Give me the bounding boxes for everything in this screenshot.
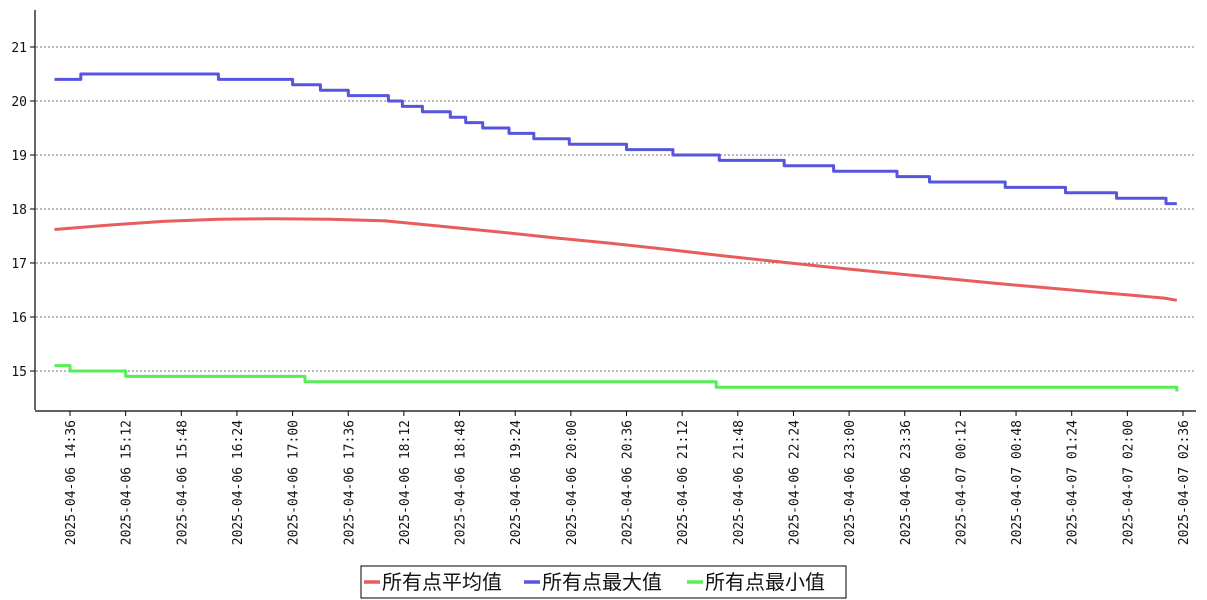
x-tick-label: 2025-04-06 22:24 <box>787 420 802 545</box>
x-tick-label: 2025-04-06 23:00 <box>843 420 858 545</box>
series-line-2 <box>54 72 1177 206</box>
y-tick-label: 16 <box>11 311 27 326</box>
legend-label-1: 所有点平均值 <box>382 570 502 594</box>
series-lines <box>54 72 1179 392</box>
x-tick-label: 2025-04-06 18:48 <box>454 420 469 545</box>
y-tick-label: 21 <box>11 41 27 56</box>
y-tick-label: 19 <box>11 149 27 164</box>
x-tick-label: 2025-04-06 18:12 <box>398 420 413 545</box>
x-tick-label: 2025-04-06 17:36 <box>342 420 357 545</box>
legend-box <box>360 565 847 599</box>
x-tick-label: 2025-04-06 15:12 <box>120 420 135 545</box>
x-tick-label: 2025-04-06 19:24 <box>509 420 524 545</box>
x-tick-label: 2025-04-06 20:36 <box>621 420 636 545</box>
y-tick-label: 18 <box>11 203 27 218</box>
x-tick-label: 2025-04-07 00:12 <box>954 420 969 545</box>
legend: 所有点平均值 所有点最大值 所有点最小值 <box>360 565 847 599</box>
x-tick-label: 2025-04-06 20:00 <box>565 420 580 545</box>
y-tick-label: 17 <box>11 257 27 272</box>
y-axis-ticks: 15 16 17 18 19 20 21 <box>11 41 35 380</box>
x-tick-label: 2025-04-06 21:12 <box>676 420 691 545</box>
x-tick-label: 2025-04-06 21:48 <box>732 420 747 545</box>
y-tick-label: 20 <box>11 95 27 110</box>
x-tick-label: 2025-04-06 14:36 <box>64 420 79 545</box>
legend-label-3: 所有点最小值 <box>705 570 825 594</box>
series-line-1 <box>54 217 1178 302</box>
series-line-3 <box>54 364 1179 392</box>
legend-label-2: 所有点最大值 <box>542 570 662 594</box>
x-tick-label: 2025-04-07 02:00 <box>1121 420 1136 545</box>
x-tick-label: 2025-04-06 16:24 <box>231 420 246 545</box>
y-tick-label: 15 <box>11 365 27 380</box>
gridlines <box>36 46 1196 372</box>
x-tick-label: 2025-04-06 23:36 <box>899 420 914 545</box>
x-tick-label: 2025-04-06 15:48 <box>175 420 190 545</box>
x-tick-label: 2025-04-07 01:24 <box>1066 420 1081 545</box>
x-tick-label: 2025-04-07 02:36 <box>1177 420 1192 545</box>
x-tick-label: 2025-04-06 17:00 <box>287 420 302 545</box>
x-tick-label: 2025-04-07 00:48 <box>1010 420 1025 545</box>
x-axis-ticks: 2025-04-06 14:36 2025-04-06 15:12 2025-04-… <box>64 411 1192 545</box>
